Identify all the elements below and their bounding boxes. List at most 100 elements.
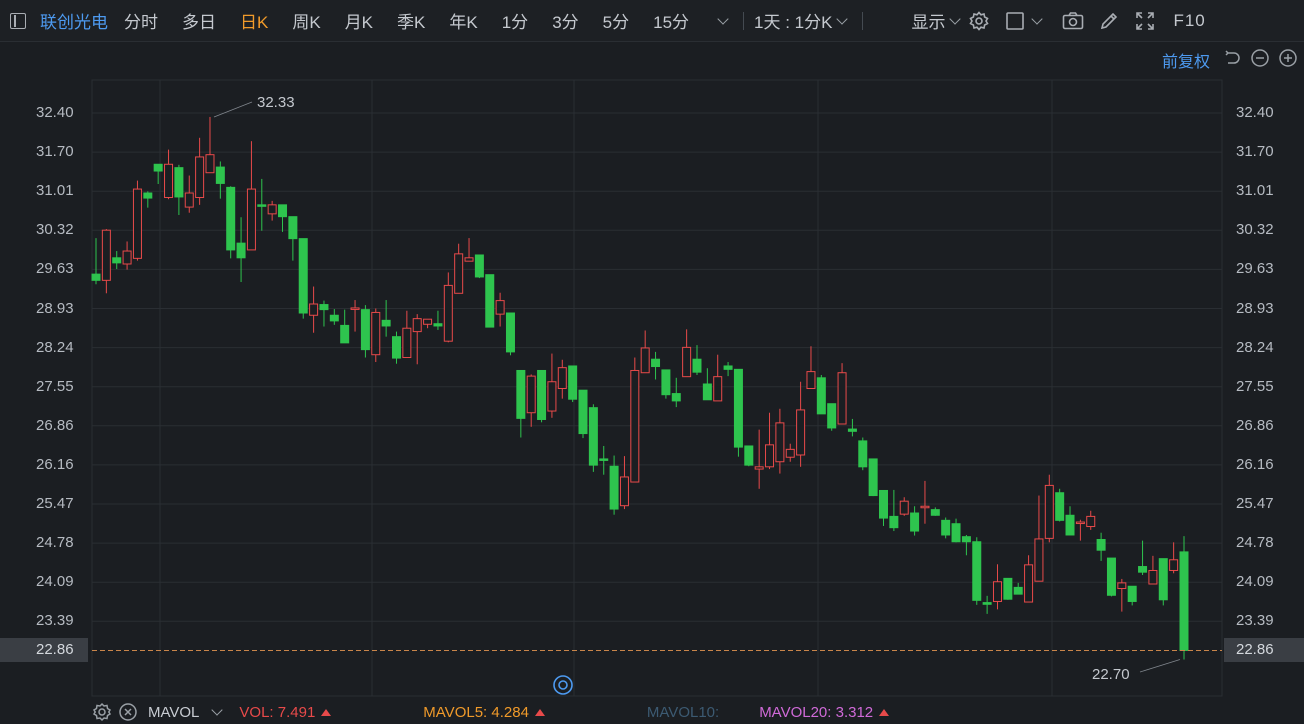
camera-icon[interactable] bbox=[1061, 9, 1085, 33]
candle-body bbox=[744, 445, 754, 466]
price-tick-label: 28.24 bbox=[36, 338, 74, 356]
candle-body bbox=[816, 377, 826, 415]
candle-body bbox=[381, 319, 391, 327]
price-tick-label: 26.86 bbox=[1236, 416, 1274, 434]
undo-icon[interactable] bbox=[1222, 48, 1242, 68]
candle-body bbox=[1158, 558, 1168, 601]
price-tick-label: 30.32 bbox=[1236, 221, 1274, 239]
candle-body bbox=[806, 371, 816, 390]
candle-body bbox=[433, 323, 443, 327]
candle-body bbox=[195, 156, 205, 199]
period-tab[interactable]: 15分 bbox=[653, 13, 690, 32]
price-tick-label: 29.63 bbox=[1236, 260, 1274, 278]
period-tabs: 分时 多日 日K 周K 月K 季K 年K 1分 3分 5分 15分 bbox=[124, 8, 713, 33]
current-price-value: 22.86 bbox=[36, 641, 74, 658]
candle-body bbox=[1169, 559, 1179, 571]
chevron-down-icon[interactable] bbox=[836, 12, 849, 25]
pencil-icon[interactable] bbox=[1097, 9, 1121, 33]
period-tab[interactable]: 5分 bbox=[602, 13, 630, 32]
candle-body bbox=[910, 512, 920, 532]
up-arrow-icon bbox=[534, 708, 545, 716]
toolbar-divider bbox=[743, 11, 745, 30]
candle-body bbox=[951, 523, 961, 543]
candle-body bbox=[309, 303, 319, 316]
current-price-tag-left: 22.86 bbox=[0, 638, 88, 662]
indicator-bar: MAVOL VOL: 7.491 MAVOL5: 4.284 MAVOL10: … bbox=[0, 700, 1304, 724]
candle-body bbox=[1024, 564, 1034, 603]
candle-body bbox=[205, 154, 215, 174]
candle-body bbox=[246, 188, 256, 251]
candle-body bbox=[1013, 586, 1023, 595]
price-tick-label: 28.93 bbox=[1236, 299, 1274, 317]
candle-body bbox=[91, 273, 101, 281]
range-select[interactable]: 1天 : 1分K bbox=[754, 13, 833, 32]
chevron-down-icon[interactable] bbox=[949, 12, 962, 25]
candle-body bbox=[526, 375, 536, 414]
candle-body bbox=[889, 515, 899, 529]
candle-body bbox=[495, 300, 505, 315]
stock-name[interactable]: 联创光电 bbox=[40, 13, 108, 32]
candle-body bbox=[236, 242, 246, 259]
candle-body bbox=[1065, 514, 1075, 536]
candle-body bbox=[682, 346, 692, 378]
candle-body bbox=[391, 336, 401, 359]
adjust-price-button[interactable]: 前复权 bbox=[1161, 54, 1210, 71]
vol-value: VOL: 7.491 bbox=[239, 704, 332, 721]
candle-body bbox=[941, 519, 951, 536]
candle-body bbox=[340, 324, 350, 344]
candle-body bbox=[1075, 521, 1085, 525]
close-icon[interactable] bbox=[118, 702, 138, 722]
period-tab[interactable]: 分时 bbox=[124, 13, 158, 32]
candle-body bbox=[371, 311, 381, 356]
chevron-down-icon[interactable] bbox=[1031, 12, 1044, 25]
candle-body bbox=[267, 204, 277, 215]
candle-body bbox=[443, 284, 453, 342]
period-tab[interactable]: 3分 bbox=[552, 13, 579, 32]
period-tab[interactable]: 1分 bbox=[501, 13, 529, 32]
candle-body bbox=[101, 229, 111, 281]
candle-body bbox=[879, 489, 889, 519]
target-locate-icon[interactable] bbox=[552, 674, 574, 696]
candle-body bbox=[1138, 566, 1148, 573]
candle-body bbox=[692, 358, 702, 373]
up-arrow-icon bbox=[879, 708, 890, 716]
chevron-down-icon[interactable] bbox=[211, 704, 224, 716]
candle-body bbox=[454, 253, 464, 294]
period-tab[interactable]: 年K bbox=[449, 13, 478, 32]
settings-gear-icon[interactable] bbox=[92, 702, 112, 722]
period-tab[interactable]: 日K bbox=[240, 13, 269, 32]
price-tick-label: 26.16 bbox=[1236, 455, 1274, 473]
candle-body bbox=[972, 541, 982, 601]
candle-body bbox=[1055, 492, 1065, 521]
chevron-down-icon[interactable] bbox=[717, 12, 729, 25]
display-menu[interactable]: 显示 bbox=[911, 13, 946, 32]
candle-body bbox=[360, 309, 370, 351]
candle-body bbox=[578, 389, 588, 435]
period-tab[interactable]: 周K bbox=[292, 13, 321, 32]
period-tab[interactable]: 多日 bbox=[182, 13, 216, 32]
candle-body bbox=[1034, 538, 1044, 582]
zoom-out-icon[interactable] bbox=[1250, 48, 1270, 68]
zoom-in-icon[interactable] bbox=[1278, 48, 1298, 68]
price-tick-label: 32.40 bbox=[1236, 104, 1274, 121]
f10-button[interactable]: F10 bbox=[1173, 10, 1206, 30]
candle-body bbox=[1148, 569, 1158, 585]
max-leader-line bbox=[213, 101, 253, 118]
candle-body bbox=[982, 602, 992, 605]
candle-body bbox=[827, 403, 837, 429]
period-tab[interactable]: 季K bbox=[397, 13, 426, 32]
candle-body bbox=[588, 407, 598, 466]
candle-body bbox=[1179, 551, 1189, 651]
candle-body bbox=[423, 318, 433, 325]
fullscreen-icon[interactable] bbox=[1133, 9, 1157, 33]
current-price-tag-right: 22.86 bbox=[1224, 638, 1304, 662]
candle-body bbox=[122, 250, 132, 265]
indicator-name[interactable]: MAVOL bbox=[148, 703, 200, 721]
settings-gear-icon[interactable] bbox=[967, 9, 991, 33]
checkbox-icon[interactable] bbox=[1003, 9, 1027, 33]
period-tab[interactable]: 月K bbox=[344, 13, 374, 32]
price-tick-label: 28.93 bbox=[36, 299, 74, 317]
candle-body bbox=[868, 458, 878, 497]
sidebar-toggle-icon[interactable] bbox=[10, 12, 26, 29]
